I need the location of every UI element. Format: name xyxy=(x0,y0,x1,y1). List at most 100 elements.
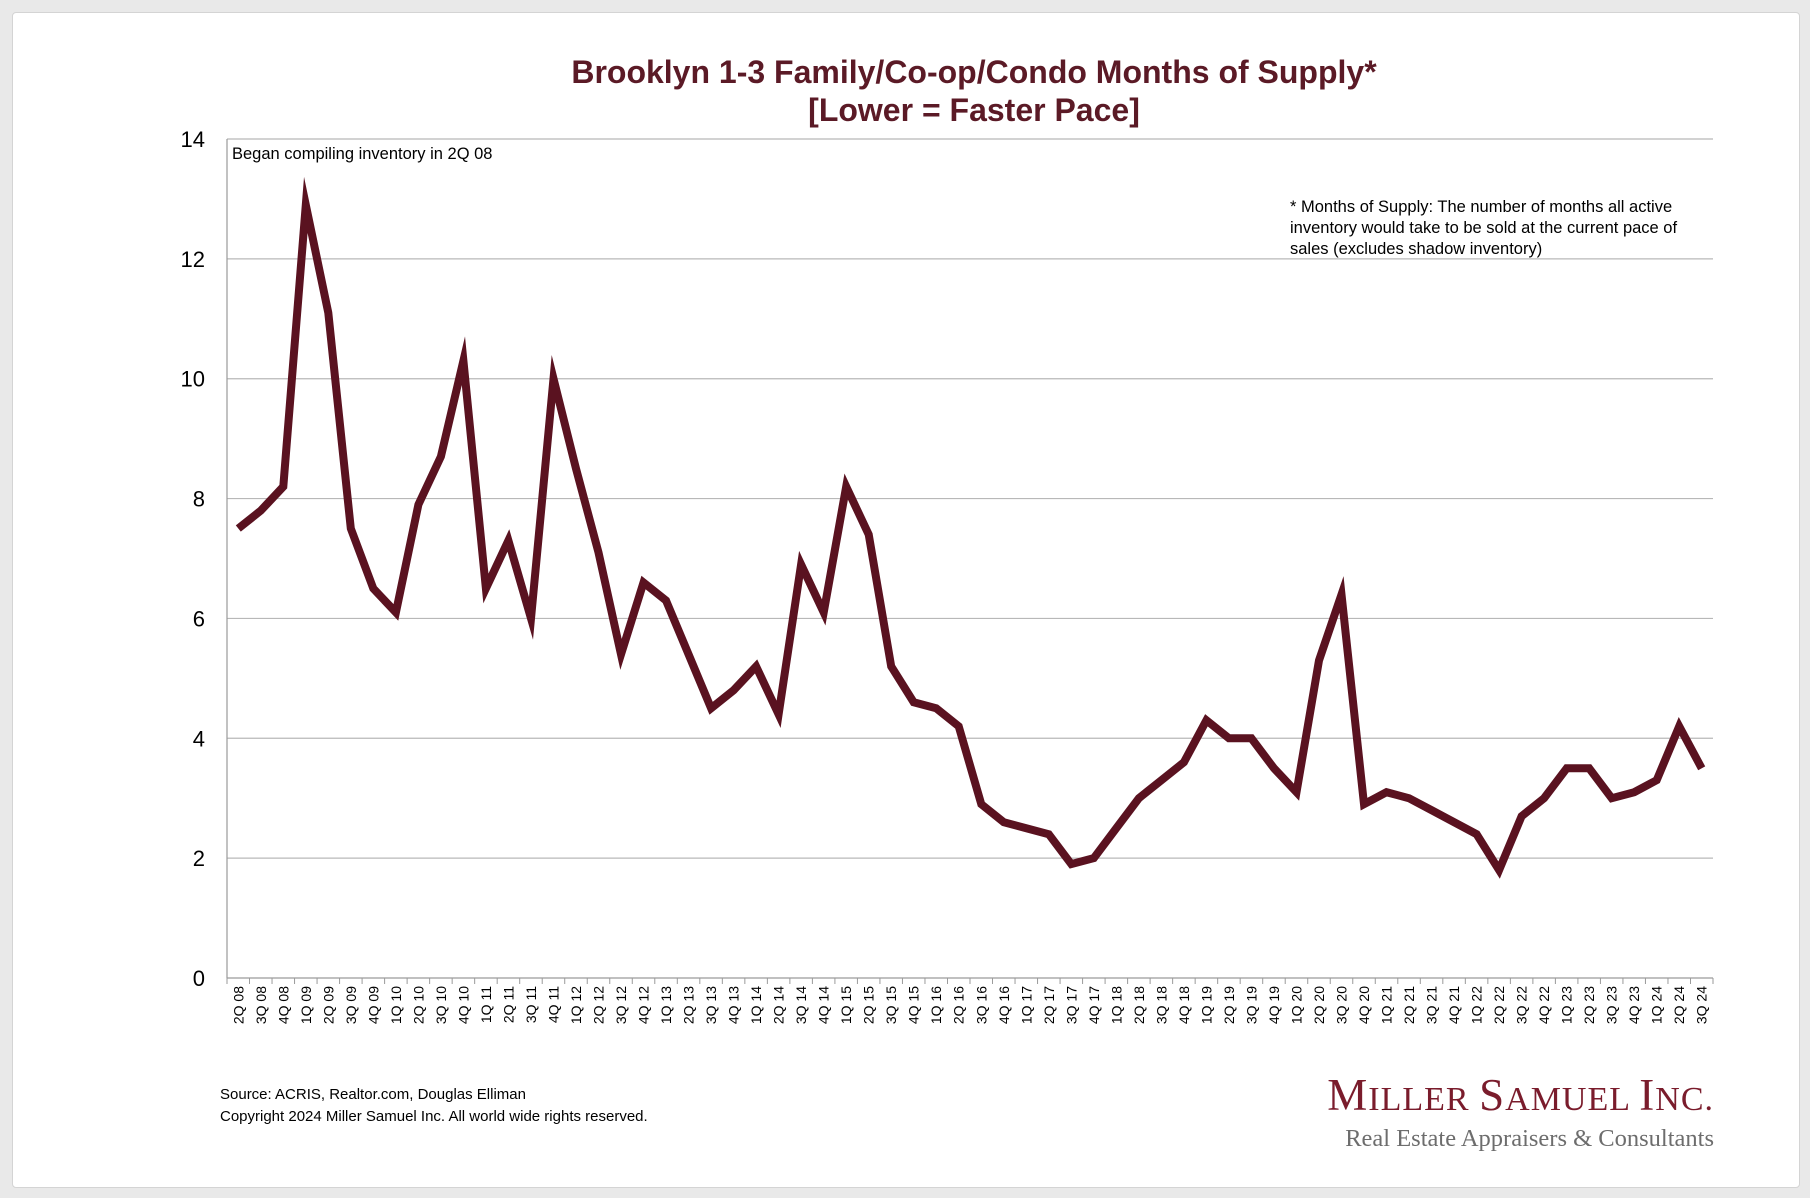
data-point xyxy=(1474,831,1480,837)
x-tick-label: 3Q 11 xyxy=(523,986,539,1023)
y-tick-label: 6 xyxy=(193,606,205,631)
x-tick-label: 2Q 14 xyxy=(771,986,787,1024)
x-tick-label: 2Q 20 xyxy=(1311,986,1327,1024)
x-tick-label: 2Q 13 xyxy=(681,986,697,1024)
y-tick-label: 14 xyxy=(181,127,205,152)
data-point xyxy=(325,310,331,316)
data-point xyxy=(1136,795,1142,801)
x-tick-label: 4Q 21 xyxy=(1446,986,1462,1024)
x-tick-label: 4Q 23 xyxy=(1626,986,1642,1024)
y-axis-ticks: 0 2 4 6 8 10 12 14 xyxy=(181,127,205,991)
axes xyxy=(226,139,1714,984)
data-point xyxy=(573,466,579,472)
x-tick-label: 3Q 14 xyxy=(793,986,809,1024)
company-logo-name: MILLER SAMUEL INC. xyxy=(1327,1070,1714,1120)
x-tick-label: 3Q 19 xyxy=(1243,986,1259,1024)
data-point xyxy=(1676,723,1682,729)
data-point xyxy=(978,801,984,807)
x-tick-label: 4Q 14 xyxy=(816,986,832,1024)
data-point xyxy=(303,202,309,208)
x-tick-label: 3Q 13 xyxy=(703,986,719,1024)
data-point xyxy=(438,454,444,460)
x-tick-label: 1Q 14 xyxy=(748,986,764,1024)
x-tick-label: 2Q 12 xyxy=(591,986,607,1024)
y-tick-label: 10 xyxy=(181,367,205,392)
data-point xyxy=(1564,765,1570,771)
data-point xyxy=(280,484,286,490)
data-point xyxy=(956,723,962,729)
x-tick-label: 4Q 08 xyxy=(275,986,291,1024)
data-point xyxy=(866,532,872,538)
data-point xyxy=(1293,789,1299,795)
data-point xyxy=(1519,813,1525,819)
x-tick-label: 1Q 15 xyxy=(838,986,854,1024)
data-point xyxy=(1113,825,1119,831)
data-point xyxy=(1631,789,1637,795)
inventory-note: Began compiling inventory in 2Q 08 xyxy=(232,145,493,163)
data-point xyxy=(1001,819,1007,825)
x-tick-label: 4Q 10 xyxy=(455,986,471,1024)
y-tick-label: 12 xyxy=(181,247,205,272)
data-point xyxy=(1586,765,1592,771)
gridlines xyxy=(227,138,1713,859)
x-tick-label: 2Q 23 xyxy=(1581,986,1597,1024)
series-line xyxy=(235,176,1706,879)
x-tick-label: 2Q 16 xyxy=(951,986,967,1024)
x-tick-label: 2Q 22 xyxy=(1491,986,1507,1024)
x-tick-label: 1Q 13 xyxy=(658,986,674,1024)
x-tick-label: 1Q 19 xyxy=(1198,986,1214,1024)
x-tick-label: 3Q 09 xyxy=(343,986,359,1024)
x-tick-label: 4Q 15 xyxy=(906,986,922,1024)
data-point xyxy=(596,550,602,556)
data-point xyxy=(1203,717,1209,723)
data-point xyxy=(821,609,827,615)
x-tick-label: 1Q 12 xyxy=(568,986,584,1024)
x-tick-label: 3Q 15 xyxy=(883,986,899,1024)
y-tick-label: 4 xyxy=(193,726,205,751)
data-point xyxy=(1339,591,1345,597)
x-tick-label: 1Q 16 xyxy=(928,986,944,1024)
data-point xyxy=(1496,867,1502,873)
x-tick-label: 2Q 09 xyxy=(320,986,336,1024)
x-tick-label: 4Q 18 xyxy=(1176,986,1192,1024)
data-point xyxy=(798,561,804,567)
data-point xyxy=(1609,795,1615,801)
x-tick-label: 2Q 19 xyxy=(1221,986,1237,1024)
data-point xyxy=(235,526,241,532)
data-point xyxy=(753,663,759,669)
x-tick-label: 3Q 22 xyxy=(1514,986,1530,1024)
data-point xyxy=(1406,795,1412,801)
y-tick-label: 2 xyxy=(193,846,205,871)
y-tick-label: 8 xyxy=(193,487,205,512)
data-point xyxy=(348,526,354,532)
data-point xyxy=(1226,735,1232,741)
data-point xyxy=(460,358,466,364)
data-point xyxy=(258,508,264,514)
chart-subtitle: [Lower = Faster Pace] xyxy=(808,92,1140,128)
x-tick-label: 3Q 08 xyxy=(253,986,269,1024)
data-point xyxy=(641,579,647,585)
x-tick-label: 4Q 20 xyxy=(1356,986,1372,1024)
x-tick-label: 3Q 16 xyxy=(973,986,989,1024)
x-tick-label: 4Q 12 xyxy=(636,986,652,1024)
data-point xyxy=(888,663,894,669)
x-tick-label: 2Q 08 xyxy=(230,986,246,1024)
data-point xyxy=(370,585,376,591)
data-point xyxy=(1023,825,1029,831)
data-point xyxy=(1429,807,1435,813)
data-point xyxy=(1271,765,1277,771)
data-point xyxy=(776,711,782,717)
x-tick-label: 1Q 21 xyxy=(1379,986,1395,1024)
x-tick-label: 3Q 10 xyxy=(433,986,449,1024)
data-point xyxy=(1541,795,1547,801)
definition-note-line-2: inventory would take to be sold at the c… xyxy=(1290,219,1677,237)
data-point xyxy=(528,615,534,621)
x-tick-label: 4Q 16 xyxy=(996,986,1012,1024)
data-point xyxy=(1046,831,1052,837)
x-tick-label: 1Q 09 xyxy=(298,986,314,1024)
definition-note-line-1: * Months of Supply: The number of months… xyxy=(1290,198,1672,216)
x-tick-label: 2Q 18 xyxy=(1131,986,1147,1024)
data-point xyxy=(550,376,556,382)
data-point xyxy=(1316,657,1322,663)
